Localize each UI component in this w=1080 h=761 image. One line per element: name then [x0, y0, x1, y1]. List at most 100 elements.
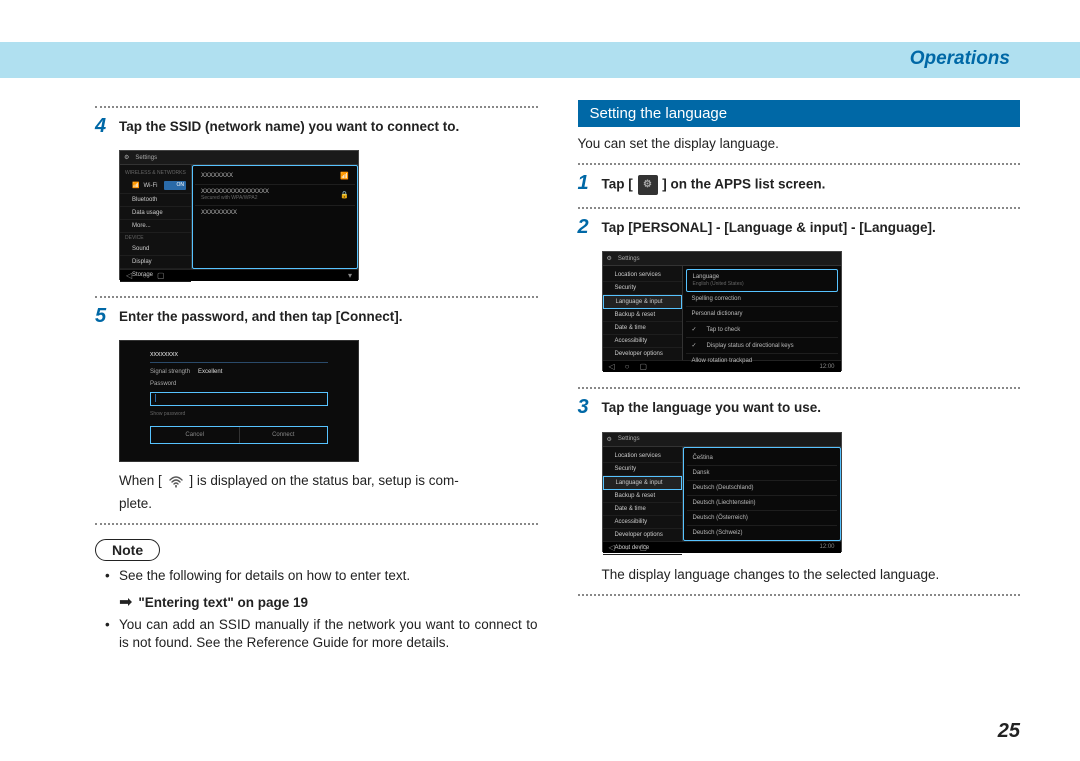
ss-side-header: WIRELESS & NETWORKS: [120, 168, 191, 178]
step-5: 5 Enter the password, and then tap [Conn…: [95, 306, 538, 326]
ss-language-row-highlighted: Language English (United States): [686, 269, 838, 292]
cross-reference[interactable]: ➡ "Entering text" on page 19: [95, 592, 538, 612]
ss-side-bt: Bluetooth: [120, 194, 191, 207]
xref-text: "Entering text" on page 19: [138, 595, 308, 610]
content-area: 4 Tap the SSID (network name) you want t…: [95, 100, 1020, 721]
ss-side-sec: Security: [603, 282, 682, 295]
ss-side-dev: Developer options: [603, 348, 682, 361]
step-4: 4 Tap the SSID (network name) you want t…: [95, 116, 538, 136]
ss-side-lang-highlighted: Language & input: [603, 295, 682, 309]
back-icon: ◁: [609, 362, 615, 371]
dlg-connect: Connect: [240, 427, 328, 443]
ss-network-row: XXXXXXXXXXXXXXXXXSecured with WPA/WPA2 🔒: [195, 185, 355, 206]
step-number: 5: [95, 306, 109, 326]
ss-topbar: ⚙ Settings: [603, 252, 841, 266]
back-icon: ◁: [126, 271, 132, 280]
ss-lang-row: Deutsch (Österreich): [687, 511, 837, 526]
outro-text: The display language changes to the sele…: [578, 566, 1021, 584]
ss-body: Location services Security Language & in…: [603, 266, 841, 360]
step-text: Tap [ ⚙ ] on the APPS list screen.: [602, 173, 826, 195]
screenshot-password-dialog: xxxxxxxx Signal strength Excellent Passw…: [119, 340, 359, 462]
wifi-toggle: ON: [164, 181, 186, 190]
ss-lang-row: Deutsch (Schweiz): [687, 526, 837, 540]
ss-side-dev: Developer options: [603, 529, 682, 542]
status-text-2: plete.: [95, 495, 538, 513]
ss-side-more: More...: [120, 220, 191, 233]
ss-navbar: ◁○▢ 12:00: [603, 541, 841, 553]
divider: [578, 387, 1021, 389]
section-heading: Setting the language: [578, 100, 1021, 127]
ss-network-row: XXXXXXXX 📶: [195, 168, 355, 185]
ss-side-header2: DEVICE: [120, 233, 191, 243]
ss-side-lang-highlighted: Language & input: [603, 476, 682, 490]
ss-title: Settings: [618, 256, 640, 262]
note-label: Note: [95, 539, 160, 561]
dlg-divider: [150, 362, 328, 363]
screenshot-wifi-settings: ⚙ Settings WIRELESS & NETWORKS 📶 Wi-Fi O…: [119, 150, 359, 280]
ss-side-display: Display: [120, 256, 191, 269]
ss-side-acc: Accessibility: [603, 516, 682, 529]
step-number: 3: [578, 397, 592, 417]
ss-lang-row: Dansk: [687, 466, 837, 481]
ss-body: Location services Security Language & in…: [603, 447, 841, 541]
ss-topbar: ⚙ Settings: [120, 151, 358, 165]
ss-sidebar: WIRELESS & NETWORKS 📶 Wi-Fi ON Bluetooth…: [120, 165, 192, 269]
ss-side-sound: Sound: [120, 243, 191, 256]
ss-main: Language English (United States) Spellin…: [683, 266, 841, 360]
settings-icon: ⚙: [607, 255, 612, 262]
step-number: 4: [95, 116, 109, 136]
back-icon: ◁: [609, 543, 615, 552]
ss-row: ✓Tap to check: [686, 322, 838, 338]
ss-title: Settings: [135, 155, 157, 161]
dlg-signal-row: Signal strength Excellent: [150, 366, 328, 378]
ss-main-highlighted: XXXXXXXX 📶 XXXXXXXXXXXXXXXXXSecured with…: [192, 165, 358, 269]
ss-title: Settings: [618, 436, 640, 442]
step-number: 2: [578, 217, 592, 237]
ss-row: Personal dictionary: [686, 307, 838, 322]
recents-icon: ▢: [640, 362, 648, 371]
ss-side-wifi: 📶 Wi-Fi ON: [120, 178, 191, 194]
dlg-ssid: xxxxxxxx: [150, 351, 328, 358]
step-text: Tap [PERSONAL] - [Language & input] - [L…: [602, 217, 936, 237]
divider: [578, 207, 1021, 209]
step-text: Enter the password, and then tap [Connec…: [119, 306, 403, 326]
screenshot-language-list: ⚙ Settings Location services Security La…: [602, 432, 842, 552]
ss-lang-row: Deutsch (Deutschland): [687, 481, 837, 496]
wifi-icon: 📶: [132, 182, 139, 189]
step-1: 1 Tap [ ⚙ ] on the APPS list screen.: [578, 173, 1021, 195]
ss-lang-row: Čeština: [687, 451, 837, 466]
wifi-signal-icon: 📶: [340, 172, 349, 180]
ss-side-date: Date & time: [603, 322, 682, 335]
settings-app-icon: ⚙: [638, 175, 658, 195]
ss-row: ✓Display status of directional keys: [686, 338, 838, 354]
settings-icon: ⚙: [607, 436, 612, 443]
divider: [95, 106, 538, 108]
ss-lang-row: Deutsch (Liechtenstein): [687, 496, 837, 511]
dlg-pw-label: Password: [150, 378, 328, 390]
step-2: 2 Tap [PERSONAL] - [Language & input] - …: [578, 217, 1021, 237]
wifi-lock-icon: 🔒: [340, 191, 349, 199]
ss-side-acc: Accessibility: [603, 335, 682, 348]
ss-sidebar: Location services Security Language & in…: [603, 447, 683, 541]
divider: [95, 523, 538, 525]
ss-side-backup: Backup & reset: [603, 309, 682, 322]
status-text: When [ ] is displayed on the status bar,…: [95, 472, 538, 490]
dlg-cancel: Cancel: [151, 427, 240, 443]
ss-network-row: XXXXXXXXX: [195, 206, 355, 220]
ss-side-backup: Backup & reset: [603, 490, 682, 503]
note-bullet-1: • See the following for details on how t…: [95, 567, 538, 585]
settings-icon: ⚙: [124, 154, 129, 161]
page-header-title: Operations: [910, 48, 1010, 70]
divider: [578, 163, 1021, 165]
dlg-password-input-highlighted: [150, 392, 328, 406]
ss-row: Allow rotation trackpad: [686, 354, 838, 368]
arrow-icon: ➡: [119, 592, 132, 612]
ss-side-loc: Location services: [603, 450, 682, 463]
recents-icon: ▢: [640, 543, 648, 552]
ss-row: Spelling correction: [686, 292, 838, 307]
right-column: Setting the language You can set the dis…: [578, 100, 1021, 721]
step-3: 3 Tap the language you want to use.: [578, 397, 1021, 417]
step-text: Tap the language you want to use.: [602, 397, 822, 417]
section-intro: You can set the display language.: [578, 135, 1021, 153]
ss-main-highlighted: Čeština Dansk Deutsch (Deutschland) Deut…: [683, 447, 841, 541]
